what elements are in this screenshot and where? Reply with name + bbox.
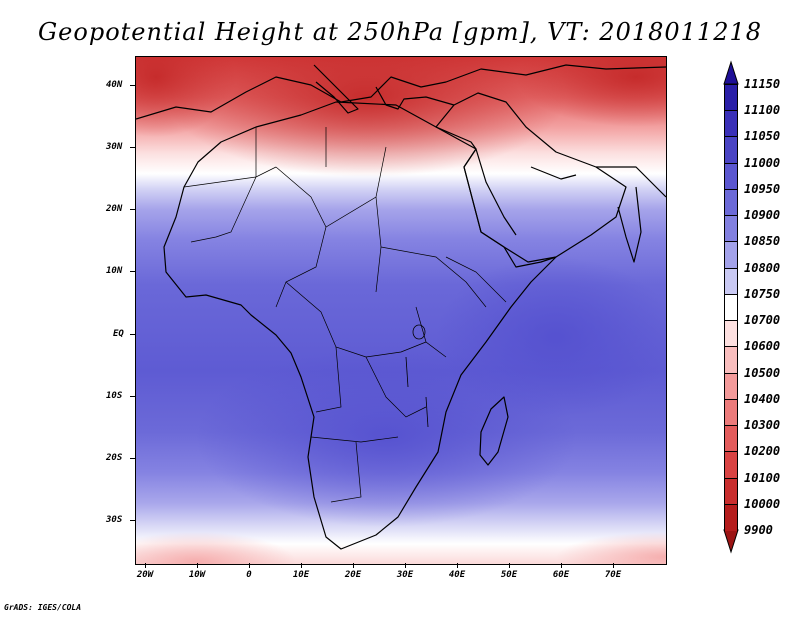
lon-tick — [405, 563, 406, 568]
lon-tick — [249, 563, 250, 568]
colorbar-label: 10800 — [744, 260, 781, 275]
lat-label-30s: 30S — [106, 515, 123, 525]
country-borders — [183, 127, 507, 503]
colorbar-segment — [724, 241, 738, 269]
lon-label-20w: 20W — [136, 570, 154, 580]
lon-tick — [561, 563, 562, 568]
lat-tick — [130, 396, 135, 397]
colorbar-segment — [724, 293, 738, 322]
lon-label-40e: 40E — [448, 570, 466, 580]
colorbar-segment — [724, 162, 738, 190]
colorbar-segment — [724, 267, 738, 295]
colorbar-segment — [724, 372, 738, 400]
coastlines — [136, 64, 666, 550]
lat-label-40n: 40N — [106, 80, 123, 90]
lon-tick — [301, 563, 302, 568]
colorbar-segment — [724, 477, 738, 505]
colorbar-label: 10400 — [744, 391, 781, 406]
colorbar-segment — [724, 320, 738, 348]
lat-label-30n: 30N — [106, 142, 123, 152]
lon-tick — [353, 563, 354, 568]
colorbar-label: 11000 — [744, 155, 781, 170]
lon-label-10w: 10W — [188, 570, 206, 580]
lon-label-20e: 20E — [344, 570, 362, 580]
lon-tick — [613, 563, 614, 568]
lon-label-50e: 50E — [500, 570, 518, 580]
colorbar-label: 11150 — [744, 77, 781, 91]
colorbar-label: 10300 — [744, 418, 781, 433]
footer-credit: GrADS: IGES/COLA — [4, 603, 82, 612]
colorbar-label: 10850 — [744, 234, 781, 249]
lat-tick — [130, 209, 135, 210]
lon-label-0: 0 — [246, 570, 252, 580]
colorbar-label: 10000 — [744, 496, 781, 511]
colorbar-label: 11100 — [744, 103, 781, 118]
lakes — [405, 324, 429, 428]
lat-tick — [130, 334, 135, 335]
lat-tick — [130, 520, 135, 521]
colorbar-label: 9900 — [744, 523, 773, 537]
colorbar-segment — [724, 451, 738, 479]
lon-label-70e: 70E — [604, 570, 622, 580]
colorbar-segment — [724, 215, 738, 243]
lat-label-eq: EQ — [113, 329, 124, 339]
lon-tick — [145, 563, 146, 568]
colorbar-segment — [724, 398, 738, 427]
colorbar-label: 10200 — [744, 444, 781, 459]
lon-label-10e: 10E — [292, 570, 310, 580]
lat-label-20s: 20S — [106, 453, 123, 463]
colorbar-label: 10600 — [744, 339, 781, 354]
colorbar-label: 10100 — [744, 470, 781, 485]
colorbar-label: 10700 — [744, 313, 781, 328]
lat-tick — [130, 458, 135, 459]
colorbar-segment — [724, 188, 738, 217]
lon-tick — [197, 563, 198, 568]
lat-tick — [130, 147, 135, 148]
lon-tick — [509, 563, 510, 568]
lon-label-60e: 60E — [552, 570, 570, 580]
lat-label-20n: 20N — [106, 204, 123, 214]
lat-tick — [130, 85, 135, 86]
colorbar-label: 10750 — [744, 286, 781, 301]
map-panel — [135, 56, 667, 565]
lat-label-10n: 10N — [106, 266, 123, 276]
low-height-core — [166, 57, 566, 177]
colorbar-segment — [724, 84, 738, 112]
lon-tick — [457, 563, 458, 568]
colorbar-label: 10900 — [744, 208, 781, 223]
map-title: Geopotential Height at 250hPa [gpm], VT:… — [38, 18, 762, 46]
colorbar-segment — [724, 503, 738, 531]
colorbar — [724, 62, 738, 554]
lat-tick — [130, 271, 135, 272]
colorbar-label: 11050 — [744, 129, 781, 144]
lon-label-30e: 30E — [396, 570, 414, 580]
colorbar-label: 10950 — [744, 181, 781, 196]
colorbar-segment — [724, 425, 738, 453]
colorbar-segment — [724, 136, 738, 164]
colorbar-segment — [724, 110, 738, 138]
colorbar-label: 10500 — [744, 365, 781, 380]
lat-label-10s: 10S — [106, 391, 123, 401]
colorbar-segment — [724, 346, 738, 374]
